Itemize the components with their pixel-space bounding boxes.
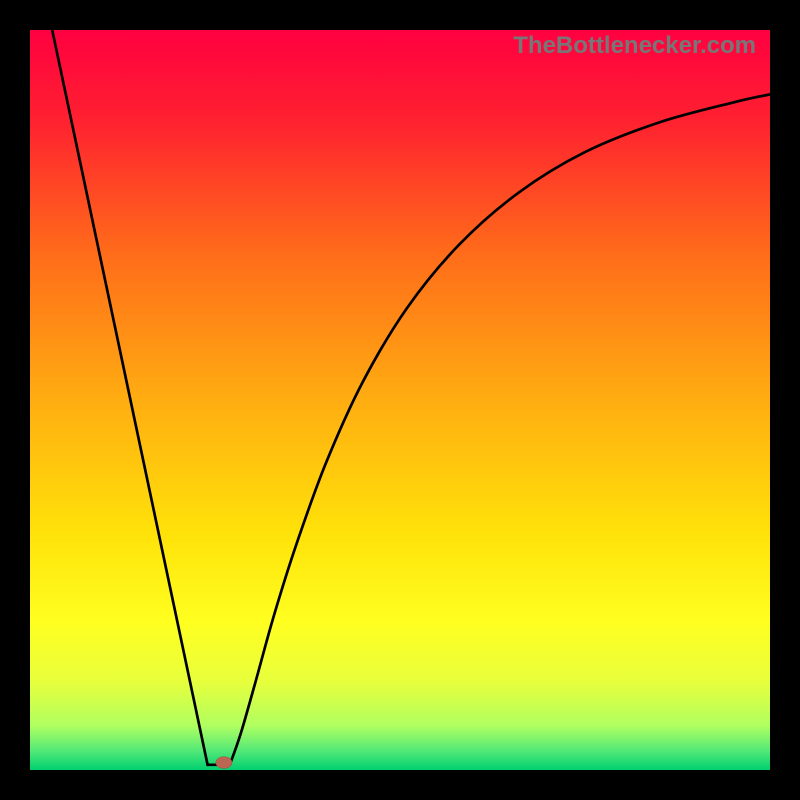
curve-right [230,94,770,764]
valley-marker [216,757,232,769]
watermark-text: TheBottlenecker.com [513,32,756,60]
curve-left [52,30,207,765]
chart-frame: TheBottlenecker.com [0,0,800,800]
plot-area [30,30,770,770]
curve-layer [30,30,770,770]
